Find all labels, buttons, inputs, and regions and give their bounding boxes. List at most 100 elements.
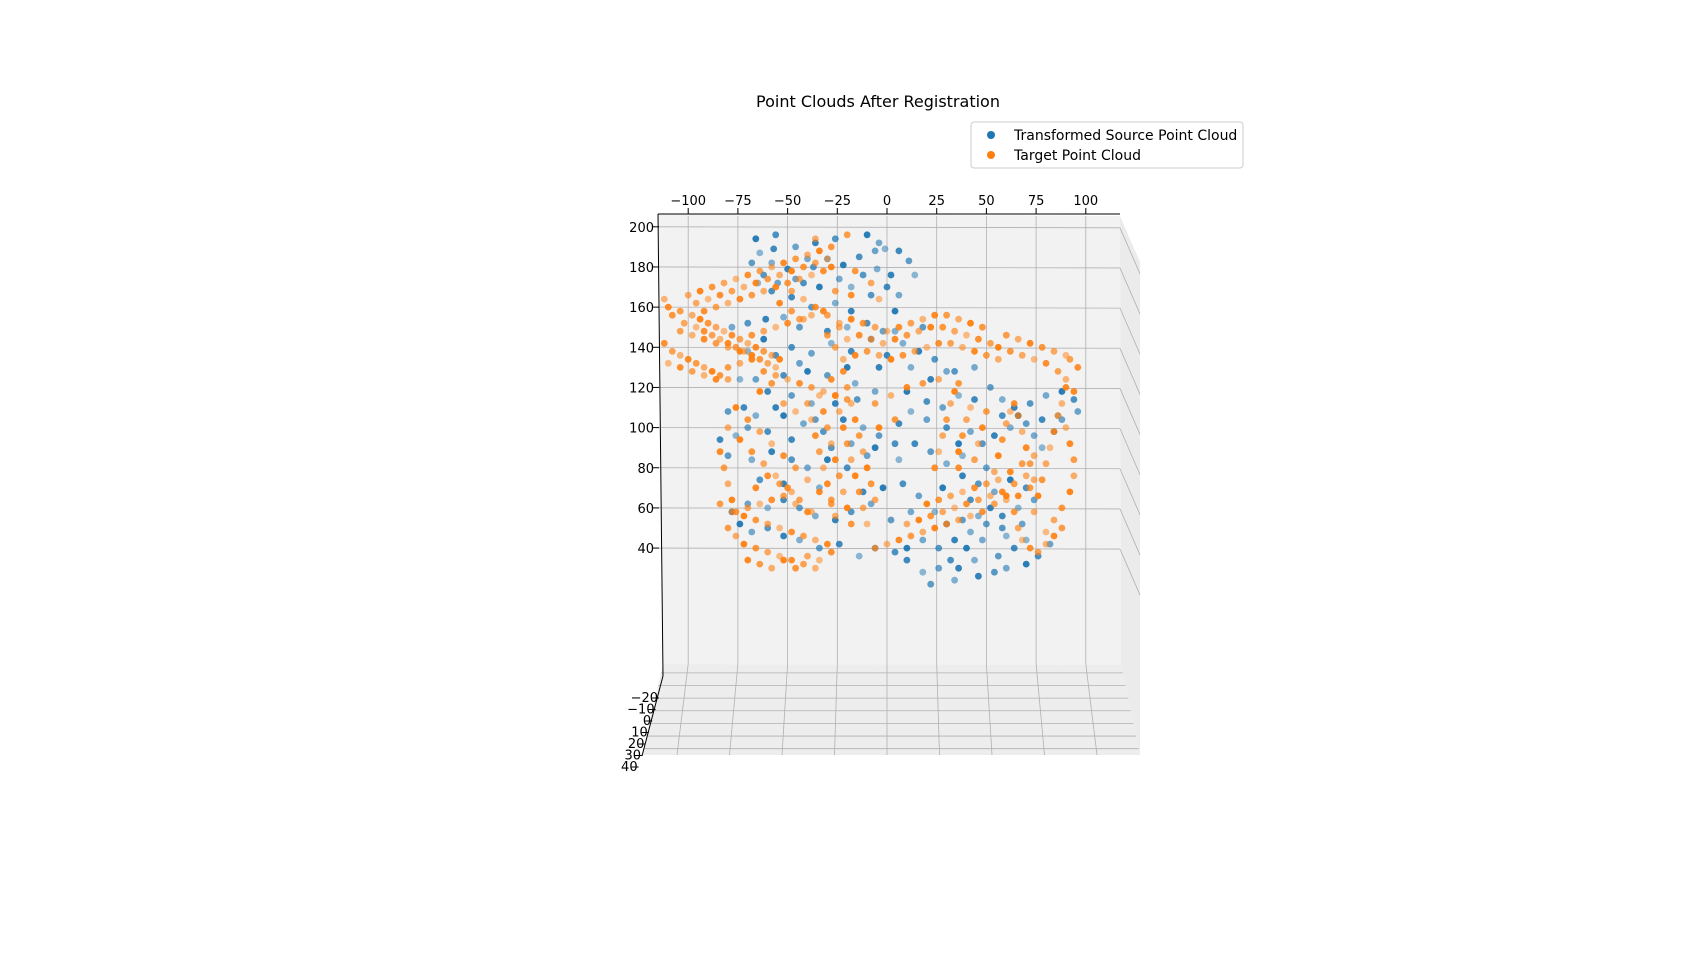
source-point-162 — [994, 552, 1002, 560]
target-point-27 — [772, 364, 780, 371]
target-point-113 — [955, 315, 962, 323]
source-point-38 — [788, 343, 795, 351]
target-point-330 — [887, 392, 895, 399]
target-point-169 — [843, 384, 851, 391]
target-point-219 — [780, 492, 787, 500]
target-point-174 — [863, 464, 871, 472]
target-point-369 — [1066, 355, 1074, 363]
target-point-301 — [1022, 444, 1030, 452]
source-point-26 — [895, 291, 903, 299]
source-point-37 — [760, 335, 768, 343]
target-point-140 — [959, 343, 966, 351]
target-point-181 — [831, 456, 839, 464]
target-point-340 — [835, 319, 843, 327]
target-point-255 — [943, 520, 950, 528]
target-point-279 — [983, 480, 990, 488]
source-point-83 — [859, 424, 867, 431]
z-axis-line — [657, 213, 664, 677]
target-point-194 — [732, 404, 740, 411]
floor-grid-x-3 — [834, 663, 838, 756]
target-point-315 — [1038, 476, 1046, 484]
side-grid-z-7 — [1119, 267, 1141, 315]
target-point-90 — [688, 331, 696, 339]
target-point-343 — [800, 315, 807, 323]
target-point-297 — [1006, 408, 1014, 415]
target-point-251 — [895, 536, 903, 544]
source-point-184 — [772, 404, 780, 411]
target-point-172 — [855, 432, 863, 439]
target-point-3 — [688, 311, 696, 319]
floor-grid-x-0 — [676, 663, 689, 756]
source-point-161 — [1010, 544, 1018, 552]
source-point-7 — [839, 261, 847, 269]
target-point-305 — [1010, 508, 1018, 516]
source-point-201 — [788, 436, 795, 443]
source-point-138 — [899, 480, 907, 488]
target-point-142 — [983, 351, 990, 359]
target-point-61 — [780, 259, 787, 267]
target-point-14 — [776, 355, 783, 363]
source-point-217 — [752, 235, 760, 243]
source-point-113 — [967, 528, 974, 536]
target-point-98 — [784, 319, 791, 327]
target-point-220 — [792, 500, 799, 508]
target-point-182 — [835, 472, 843, 480]
target-point-211 — [716, 448, 724, 456]
source-point-24 — [847, 307, 855, 315]
target-point-262 — [1026, 484, 1034, 492]
target-point-230 — [812, 536, 819, 544]
target-point-175 — [867, 480, 875, 488]
target-point-332 — [919, 380, 927, 387]
source-point-34 — [762, 315, 770, 323]
target-point-91 — [700, 335, 708, 343]
source-point-95 — [788, 456, 795, 464]
target-point-317 — [1046, 444, 1054, 452]
target-point-303 — [1030, 476, 1038, 484]
x-axis-ticks: −100 −75 −50 −25 0 25 50 75 100 — [670, 194, 1098, 214]
target-point-249 — [871, 544, 879, 552]
z-axis-ticks: 40 60 80 100 120 140 160 180 200 — [629, 221, 659, 557]
target-point-171 — [851, 416, 859, 423]
target-point-243 — [768, 564, 776, 572]
side-grid-z-3 — [1119, 428, 1141, 475]
target-point-234 — [740, 540, 748, 548]
floor-grid-x-8 — [1085, 663, 1098, 756]
target-point-189 — [816, 448, 823, 456]
z-tick-label-6: 160 — [629, 301, 654, 316]
target-point-223 — [728, 508, 736, 516]
target-point-187 — [808, 416, 815, 423]
target-point-241 — [744, 556, 752, 564]
target-point-33 — [700, 364, 708, 371]
source-point-209 — [796, 359, 803, 367]
target-point-293 — [991, 468, 998, 476]
source-point-32 — [796, 323, 803, 331]
target-point-130 — [839, 355, 847, 363]
target-point-5 — [704, 319, 712, 327]
target-point-346 — [780, 400, 787, 407]
source-point-82 — [875, 432, 883, 439]
target-point-339 — [824, 311, 831, 319]
target-point-240 — [812, 564, 819, 572]
target-point-298 — [1010, 400, 1018, 407]
source-point-76 — [967, 428, 974, 435]
target-point-105 — [859, 319, 867, 327]
target-point-165 — [855, 488, 863, 496]
target-point-145 — [1006, 347, 1014, 355]
target-point-67 — [704, 295, 712, 303]
target-point-277 — [959, 488, 966, 496]
source-point-176 — [1030, 432, 1038, 439]
target-point-102 — [824, 331, 831, 339]
chart-title: Point Clouds After Registration — [756, 92, 1000, 111]
floor-grid-x-1 — [729, 663, 739, 756]
target-point-359 — [831, 287, 839, 295]
target-point-264 — [915, 516, 923, 524]
side-grid-z-5 — [1119, 348, 1141, 395]
source-point-80 — [907, 408, 915, 415]
target-point-263 — [903, 520, 911, 528]
target-point-117 — [843, 335, 851, 343]
target-point-148 — [1042, 359, 1050, 367]
target-point-353 — [812, 235, 819, 243]
target-point-254 — [931, 524, 939, 532]
source-point-178 — [998, 412, 1006, 419]
